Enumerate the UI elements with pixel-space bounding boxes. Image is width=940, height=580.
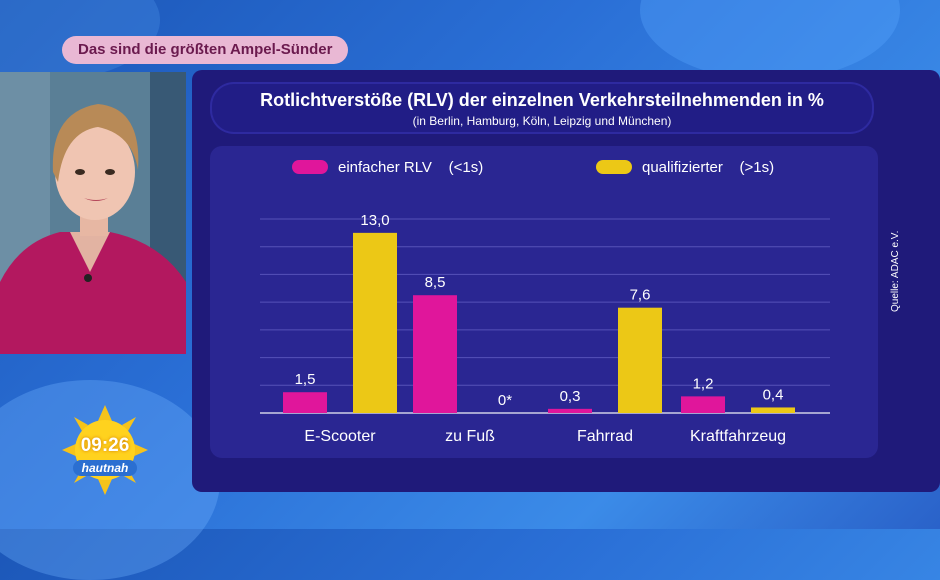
- data-label: 0,4: [763, 386, 784, 403]
- legend-label: qualifizierter (>1s): [642, 159, 774, 176]
- category-label: Fahrrad: [577, 428, 633, 445]
- data-label: 1,5: [295, 371, 316, 388]
- legend-swatch: [292, 160, 328, 174]
- chart-subtitle: (in Berlin, Hamburg, Köln, Leipzig und M…: [412, 114, 672, 128]
- legend-swatch: [596, 160, 632, 174]
- bar: [413, 295, 457, 413]
- bar-chart: einfacher RLV (<1s) qualifizierter (>1s) 1…: [260, 159, 830, 445]
- chart-area: einfacher RLV (<1s) qualifizierter (>1s) 1…: [210, 146, 878, 458]
- bar: [283, 392, 327, 413]
- bar: [618, 307, 662, 413]
- sun-clock-logo: 09:26 hautnah: [62, 405, 148, 495]
- category-label: zu Fuß: [445, 428, 495, 445]
- data-label: 0,3: [560, 388, 581, 405]
- clock-time: 09:26: [80, 435, 130, 456]
- presenter-video: [0, 72, 186, 354]
- data-label: 1,2: [693, 375, 714, 392]
- show-banner: Das sind die größten Ampel-Sünder: [62, 36, 349, 64]
- clock-show-name: hautnah: [73, 460, 137, 476]
- data-label: 7,6: [630, 287, 651, 304]
- chart-title: Rotlichtverstöße (RLV) der einzelnen Ver…: [260, 90, 824, 110]
- category-label: Kraftfahrzeug: [690, 428, 786, 445]
- presenter-illustration: [0, 72, 186, 354]
- source-credit: Quelle: ADAC e.V.: [890, 230, 901, 312]
- category-label: E-Scooter: [304, 428, 376, 445]
- legend-label: einfacher RLV (<1s): [338, 159, 483, 176]
- bar: [751, 407, 795, 413]
- data-label: 0*: [498, 392, 512, 409]
- bar: [353, 232, 397, 413]
- data-label: 8,5: [425, 274, 446, 291]
- bar: [548, 408, 592, 413]
- chart-title-box: Rotlichtverstöße (RLV) der einzelnen Ver…: [210, 82, 874, 134]
- bar: [681, 396, 725, 413]
- data-label: 13,0: [360, 212, 389, 229]
- background-shape: [640, 0, 900, 80]
